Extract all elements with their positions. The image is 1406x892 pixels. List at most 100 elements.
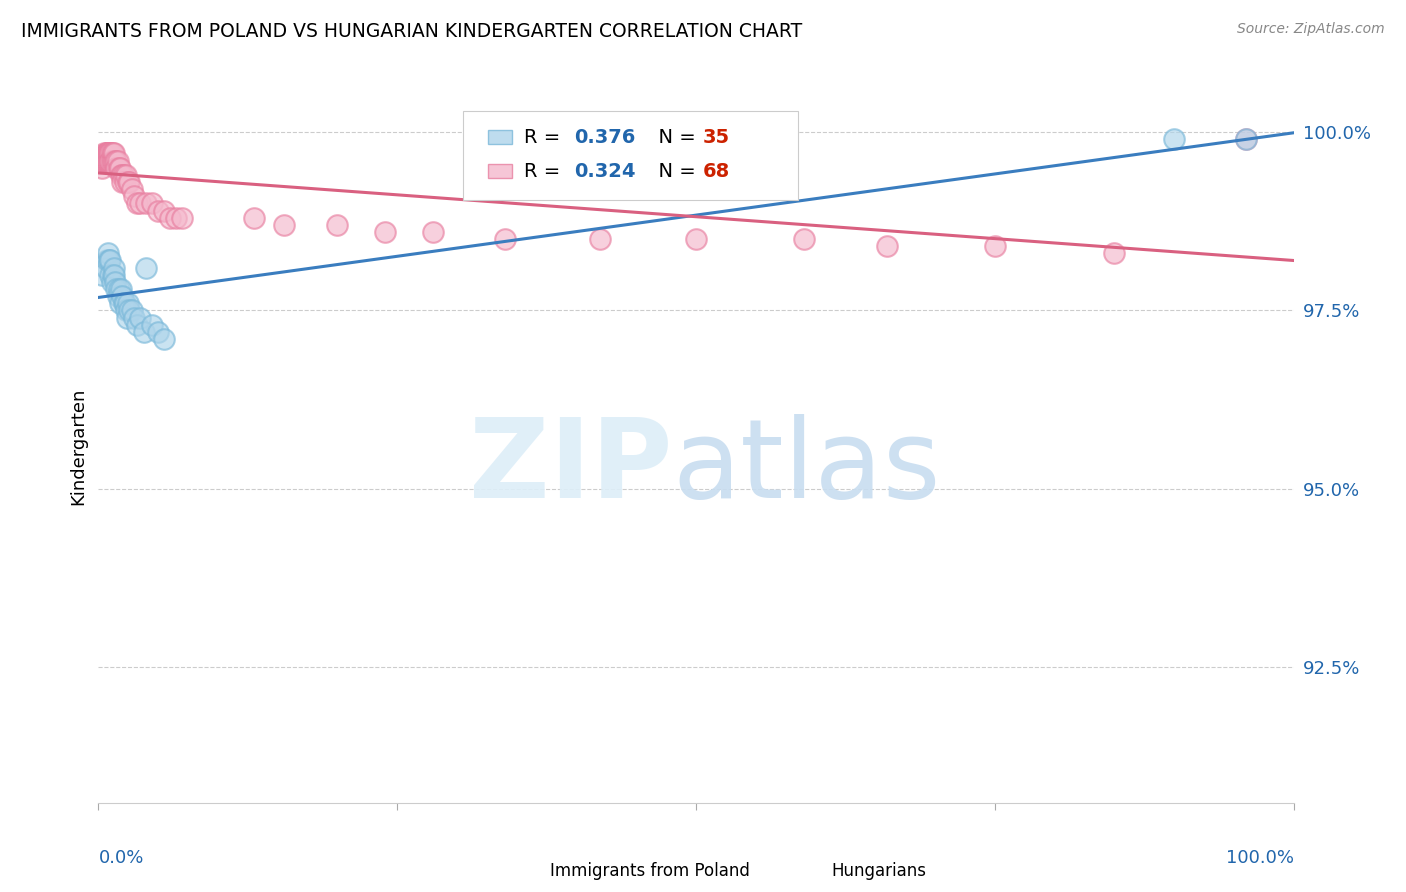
Point — [129, 196, 152, 211]
Point — [98, 146, 122, 161]
Point — [104, 275, 127, 289]
Point — [121, 182, 143, 196]
Text: atlas: atlas — [672, 414, 941, 521]
Point — [98, 146, 122, 161]
Point — [107, 282, 129, 296]
Point — [117, 175, 139, 189]
Text: R =: R = — [524, 161, 567, 181]
Point — [983, 239, 1005, 253]
Point — [172, 211, 194, 225]
Point — [94, 260, 117, 275]
Point — [1234, 132, 1257, 146]
Point — [153, 332, 176, 346]
Point — [96, 153, 118, 168]
Point — [111, 175, 134, 189]
Point — [141, 196, 163, 211]
Point — [148, 325, 170, 339]
Point — [97, 246, 120, 260]
Point — [97, 146, 120, 161]
Text: N =: N = — [645, 161, 702, 181]
Point — [94, 153, 117, 168]
Point — [108, 296, 131, 310]
Point — [112, 168, 135, 182]
Point — [98, 146, 121, 161]
Point — [115, 168, 138, 182]
Point — [1163, 132, 1185, 146]
Point — [114, 175, 136, 189]
Point — [125, 318, 148, 332]
Point — [97, 153, 120, 168]
Point — [125, 196, 148, 211]
Point — [107, 289, 129, 303]
Point — [115, 310, 138, 325]
Text: R =: R = — [524, 128, 567, 146]
Point — [97, 146, 120, 161]
Point — [124, 189, 146, 203]
Point — [105, 153, 128, 168]
Point — [141, 318, 163, 332]
Text: IMMIGRANTS FROM POLAND VS HUNGARIAN KINDERGARTEN CORRELATION CHART: IMMIGRANTS FROM POLAND VS HUNGARIAN KIND… — [21, 22, 803, 41]
Point — [110, 282, 132, 296]
Point — [326, 218, 349, 232]
Point — [96, 253, 118, 268]
Point — [96, 146, 118, 161]
Point — [148, 203, 170, 218]
Point — [124, 310, 146, 325]
Point — [374, 225, 396, 239]
Text: ZIP: ZIP — [468, 414, 672, 521]
Point — [876, 239, 898, 253]
Point — [93, 146, 115, 161]
Text: 0.324: 0.324 — [574, 161, 636, 181]
FancyBboxPatch shape — [488, 130, 512, 145]
Point — [98, 253, 122, 268]
Text: Immigrants from Poland: Immigrants from Poland — [550, 862, 749, 880]
Point — [101, 146, 124, 161]
Point — [110, 168, 132, 182]
Text: Hungarians: Hungarians — [831, 862, 927, 880]
Point — [97, 153, 120, 168]
FancyBboxPatch shape — [494, 862, 540, 880]
Point — [98, 153, 122, 168]
Text: Source: ZipAtlas.com: Source: ZipAtlas.com — [1237, 22, 1385, 37]
Point — [685, 232, 707, 246]
Point — [121, 303, 143, 318]
Point — [93, 153, 115, 168]
Point — [159, 211, 181, 225]
Point — [103, 153, 125, 168]
Point — [135, 196, 157, 211]
Point — [100, 153, 122, 168]
Point — [98, 146, 121, 161]
Point — [98, 153, 121, 168]
Point — [111, 289, 134, 303]
Point — [98, 268, 122, 282]
Point — [101, 268, 124, 282]
Point — [129, 310, 152, 325]
Point — [243, 211, 266, 225]
Text: 68: 68 — [703, 161, 730, 181]
Point — [589, 232, 612, 246]
Point — [1102, 246, 1125, 260]
Point — [103, 268, 125, 282]
Y-axis label: Kindergarten: Kindergarten — [69, 387, 87, 505]
Point — [100, 146, 122, 161]
Point — [111, 168, 134, 182]
Point — [91, 268, 114, 282]
Point — [103, 260, 125, 275]
FancyBboxPatch shape — [463, 111, 797, 200]
Point — [132, 325, 155, 339]
Point — [422, 225, 444, 239]
Point — [165, 211, 187, 225]
Text: N =: N = — [645, 128, 702, 146]
Point — [108, 161, 131, 175]
Text: 0.376: 0.376 — [574, 128, 636, 146]
Point — [135, 260, 157, 275]
Point — [117, 296, 139, 310]
Point — [104, 153, 127, 168]
Point — [98, 253, 121, 268]
Point — [494, 232, 516, 246]
Point — [91, 153, 114, 168]
Point — [153, 203, 176, 218]
Text: 0.0%: 0.0% — [98, 849, 143, 867]
Text: 100.0%: 100.0% — [1226, 849, 1294, 867]
Point — [94, 153, 117, 168]
